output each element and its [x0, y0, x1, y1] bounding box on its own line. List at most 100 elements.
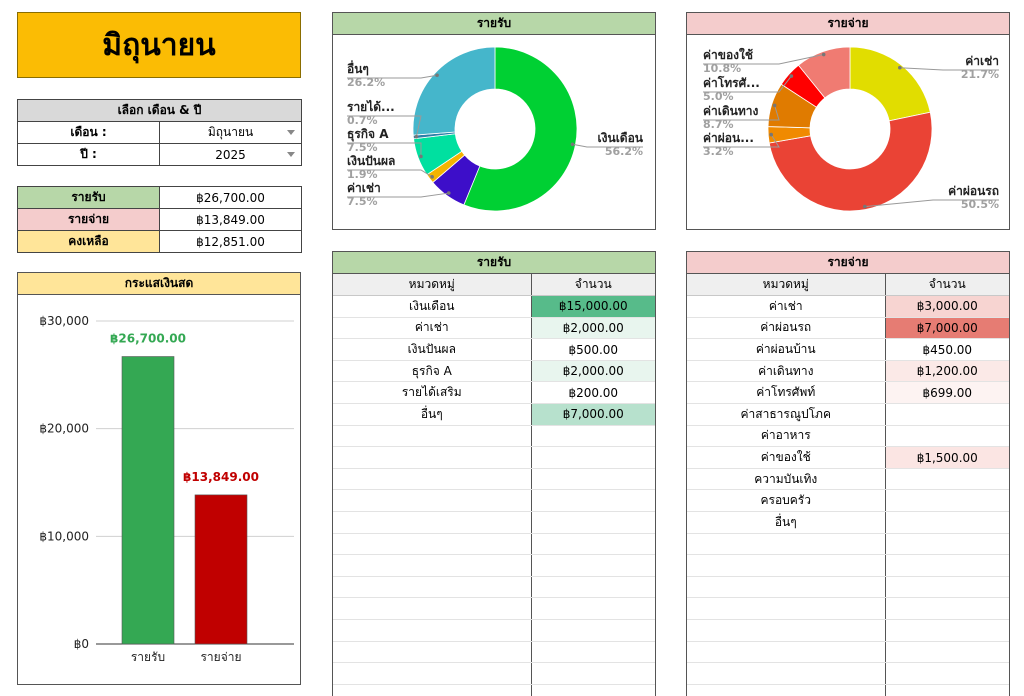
bar-data-label: ฿26,700.00: [110, 332, 186, 346]
bar-expense[interactable]: [194, 494, 248, 645]
slice-label: ค่าโทรศั...: [703, 75, 760, 90]
income-category-cell[interactable]: อื่นๆ: [333, 403, 532, 426]
income-amount-cell[interactable]: ฿15,000.00: [531, 295, 655, 318]
expense-category-cell[interactable]: ค่าอาหาร: [687, 425, 886, 448]
income-category-cell[interactable]: ค่าเช่า: [333, 317, 532, 340]
expense-amount-cell[interactable]: [885, 403, 1009, 426]
expense-category-cell[interactable]: ค่าผ่อนบ้าน: [687, 338, 886, 361]
income-amount-cell[interactable]: ฿500.00: [531, 338, 655, 361]
y-tick-label: ฿20,000: [39, 422, 89, 436]
income-amount-cell[interactable]: [531, 554, 655, 577]
expense-amount-cell[interactable]: [885, 425, 1009, 448]
income-category-cell[interactable]: [333, 597, 532, 620]
expense-amount-cell[interactable]: [885, 511, 1009, 534]
month-dropdown[interactable]: มิถุนายน: [158, 121, 303, 144]
expense-category-cell[interactable]: ค่าของใช้: [687, 446, 886, 469]
expense-row: [687, 662, 1009, 685]
expense-category-cell[interactable]: ค่าผ่อนรถ: [687, 317, 886, 340]
month-value: มิถุนายน: [207, 125, 254, 139]
income-amount-cell[interactable]: ฿200.00: [531, 381, 655, 405]
expense-amount-cell[interactable]: ฿7,000.00: [885, 317, 1009, 340]
pie-slice[interactable]: [463, 46, 578, 212]
y-tick-label: ฿10,000: [39, 529, 89, 543]
expense-category-cell[interactable]: [687, 597, 886, 620]
dropdown-arrow-icon[interactable]: [287, 152, 296, 157]
expense-amount-cell[interactable]: ฿450.00: [885, 338, 1009, 361]
income-amount-cell[interactable]: [531, 468, 655, 491]
expense-amount-cell[interactable]: ฿3,000.00: [885, 295, 1009, 318]
pie-slice[interactable]: [797, 46, 851, 99]
expense-category-cell[interactable]: [687, 619, 886, 642]
expense-amount-cell[interactable]: [885, 468, 1009, 491]
expense-amount-cell[interactable]: [885, 662, 1009, 685]
expense-category-cell[interactable]: ค่าสาธารณูปโภค: [687, 403, 886, 426]
income-amount-cell[interactable]: [531, 446, 655, 469]
income-category-cell[interactable]: [333, 684, 532, 696]
leader-line: [703, 134, 780, 148]
pie-slice[interactable]: [412, 46, 496, 136]
income-amount-cell[interactable]: [531, 684, 655, 696]
leader-line: [703, 54, 824, 65]
income-category-cell[interactable]: [333, 554, 532, 577]
expense-category-cell[interactable]: [687, 533, 886, 556]
expense-amount-cell[interactable]: [885, 684, 1009, 696]
expense-amount-cell[interactable]: [885, 641, 1009, 664]
income-amount-cell[interactable]: [531, 597, 655, 620]
income-category-cell[interactable]: [333, 511, 532, 534]
income-amount-cell[interactable]: [531, 576, 655, 599]
income-amount-cell[interactable]: [531, 619, 655, 642]
expense-amount-cell[interactable]: [885, 533, 1009, 556]
income-amount-cell[interactable]: [531, 511, 655, 534]
expense-amount-cell[interactable]: [885, 489, 1009, 513]
income-category-cell[interactable]: ธุรกิจ A: [333, 360, 532, 383]
expense-category-cell[interactable]: ค่าเดินทาง: [687, 360, 886, 383]
income-category-cell[interactable]: [333, 425, 532, 448]
income-category-cell[interactable]: [333, 446, 532, 469]
income-amount-cell[interactable]: [531, 533, 655, 556]
income-amount-cell[interactable]: ฿2,000.00: [531, 317, 655, 340]
expense-amount-cell[interactable]: [885, 597, 1009, 620]
income-value[interactable]: ฿26,700.00: [159, 186, 302, 209]
pie-slice[interactable]: [849, 46, 931, 122]
expense-category-cell[interactable]: ความบันเทิง: [687, 468, 886, 491]
income-category-cell[interactable]: [333, 641, 532, 664]
income-category-cell[interactable]: [333, 468, 532, 491]
expense-amount-cell[interactable]: ฿1,500.00: [885, 446, 1009, 469]
income-amount-cell[interactable]: [531, 641, 655, 664]
expense-category-cell[interactable]: [687, 684, 886, 696]
expense-category-cell[interactable]: อื่นๆ: [687, 511, 886, 534]
income-amount-cell[interactable]: [531, 425, 655, 448]
balance-value[interactable]: ฿12,851.00: [159, 230, 302, 253]
income-amount-cell[interactable]: [531, 489, 655, 513]
income-category-cell[interactable]: เงินปันผล: [333, 338, 532, 361]
expense-category-cell[interactable]: ครอบครัว: [687, 489, 886, 513]
expense-category-cell[interactable]: [687, 554, 886, 577]
income-category-cell[interactable]: รายได้เสริม: [333, 381, 532, 405]
income-category-cell[interactable]: [333, 533, 532, 556]
expense-category-cell[interactable]: ค่าโทรศัพท์: [687, 381, 886, 405]
income-category-cell[interactable]: [333, 489, 532, 513]
dropdown-arrow-icon[interactable]: [287, 130, 296, 135]
expense-value[interactable]: ฿13,849.00: [159, 208, 302, 231]
expense-category-cell[interactable]: [687, 576, 886, 599]
year-dropdown[interactable]: 2025: [158, 143, 303, 166]
expense-amount-cell[interactable]: [885, 576, 1009, 599]
expense-amount-cell[interactable]: ฿699.00: [885, 381, 1009, 405]
pie-slice[interactable]: [768, 111, 933, 212]
income-table-title: รายรับ: [333, 252, 655, 274]
expense-row: [687, 597, 1009, 620]
expense-category-cell[interactable]: [687, 662, 886, 685]
income-amount-cell[interactable]: [531, 662, 655, 685]
income-category-cell[interactable]: [333, 662, 532, 685]
bar-income[interactable]: [121, 356, 175, 645]
expense-category-cell[interactable]: [687, 641, 886, 664]
expense-category-cell[interactable]: ค่าเช่า: [687, 295, 886, 318]
income-category-cell[interactable]: เงินเดือน: [333, 295, 532, 318]
income-amount-cell[interactable]: ฿2,000.00: [531, 360, 655, 383]
income-category-cell[interactable]: [333, 576, 532, 599]
expense-amount-cell[interactable]: [885, 554, 1009, 577]
expense-amount-cell[interactable]: [885, 619, 1009, 642]
income-category-cell[interactable]: [333, 619, 532, 642]
expense-amount-cell[interactable]: ฿1,200.00: [885, 360, 1009, 383]
income-amount-cell[interactable]: ฿7,000.00: [531, 403, 655, 426]
